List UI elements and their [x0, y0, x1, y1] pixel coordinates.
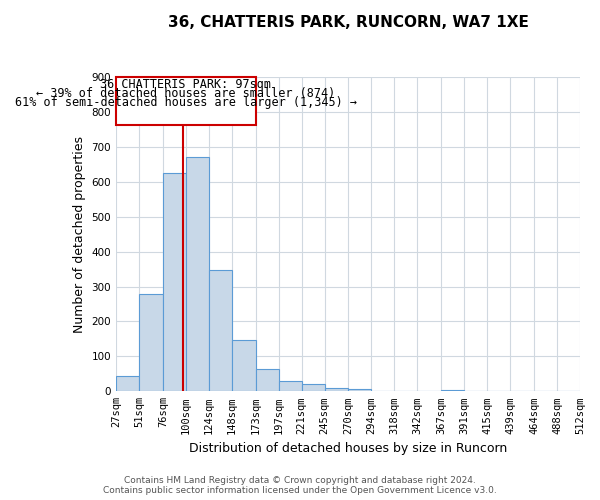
- X-axis label: Distribution of detached houses by size in Runcorn: Distribution of detached houses by size …: [189, 442, 507, 455]
- Bar: [209, 270, 232, 392]
- Text: 61% of semi-detached houses are larger (1,345) →: 61% of semi-detached houses are larger (…: [15, 96, 357, 108]
- Bar: [441, 390, 464, 392]
- Bar: [232, 340, 256, 392]
- Bar: [302, 384, 325, 392]
- FancyBboxPatch shape: [116, 77, 256, 125]
- Text: Contains HM Land Registry data © Crown copyright and database right 2024.
Contai: Contains HM Land Registry data © Crown c…: [103, 476, 497, 495]
- Bar: [325, 388, 349, 392]
- Y-axis label: Number of detached properties: Number of detached properties: [73, 136, 86, 332]
- Bar: [256, 368, 278, 392]
- Bar: [116, 376, 139, 392]
- Text: ← 39% of detached houses are smaller (874): ← 39% of detached houses are smaller (87…: [36, 87, 335, 100]
- Bar: [186, 158, 209, 392]
- Bar: [163, 173, 186, 392]
- Bar: [349, 388, 371, 392]
- Bar: [278, 381, 302, 392]
- Title: 36, CHATTERIS PARK, RUNCORN, WA7 1XE: 36, CHATTERIS PARK, RUNCORN, WA7 1XE: [167, 15, 529, 30]
- Text: 36 CHATTERIS PARK: 97sqm: 36 CHATTERIS PARK: 97sqm: [100, 78, 271, 91]
- Bar: [139, 294, 163, 392]
